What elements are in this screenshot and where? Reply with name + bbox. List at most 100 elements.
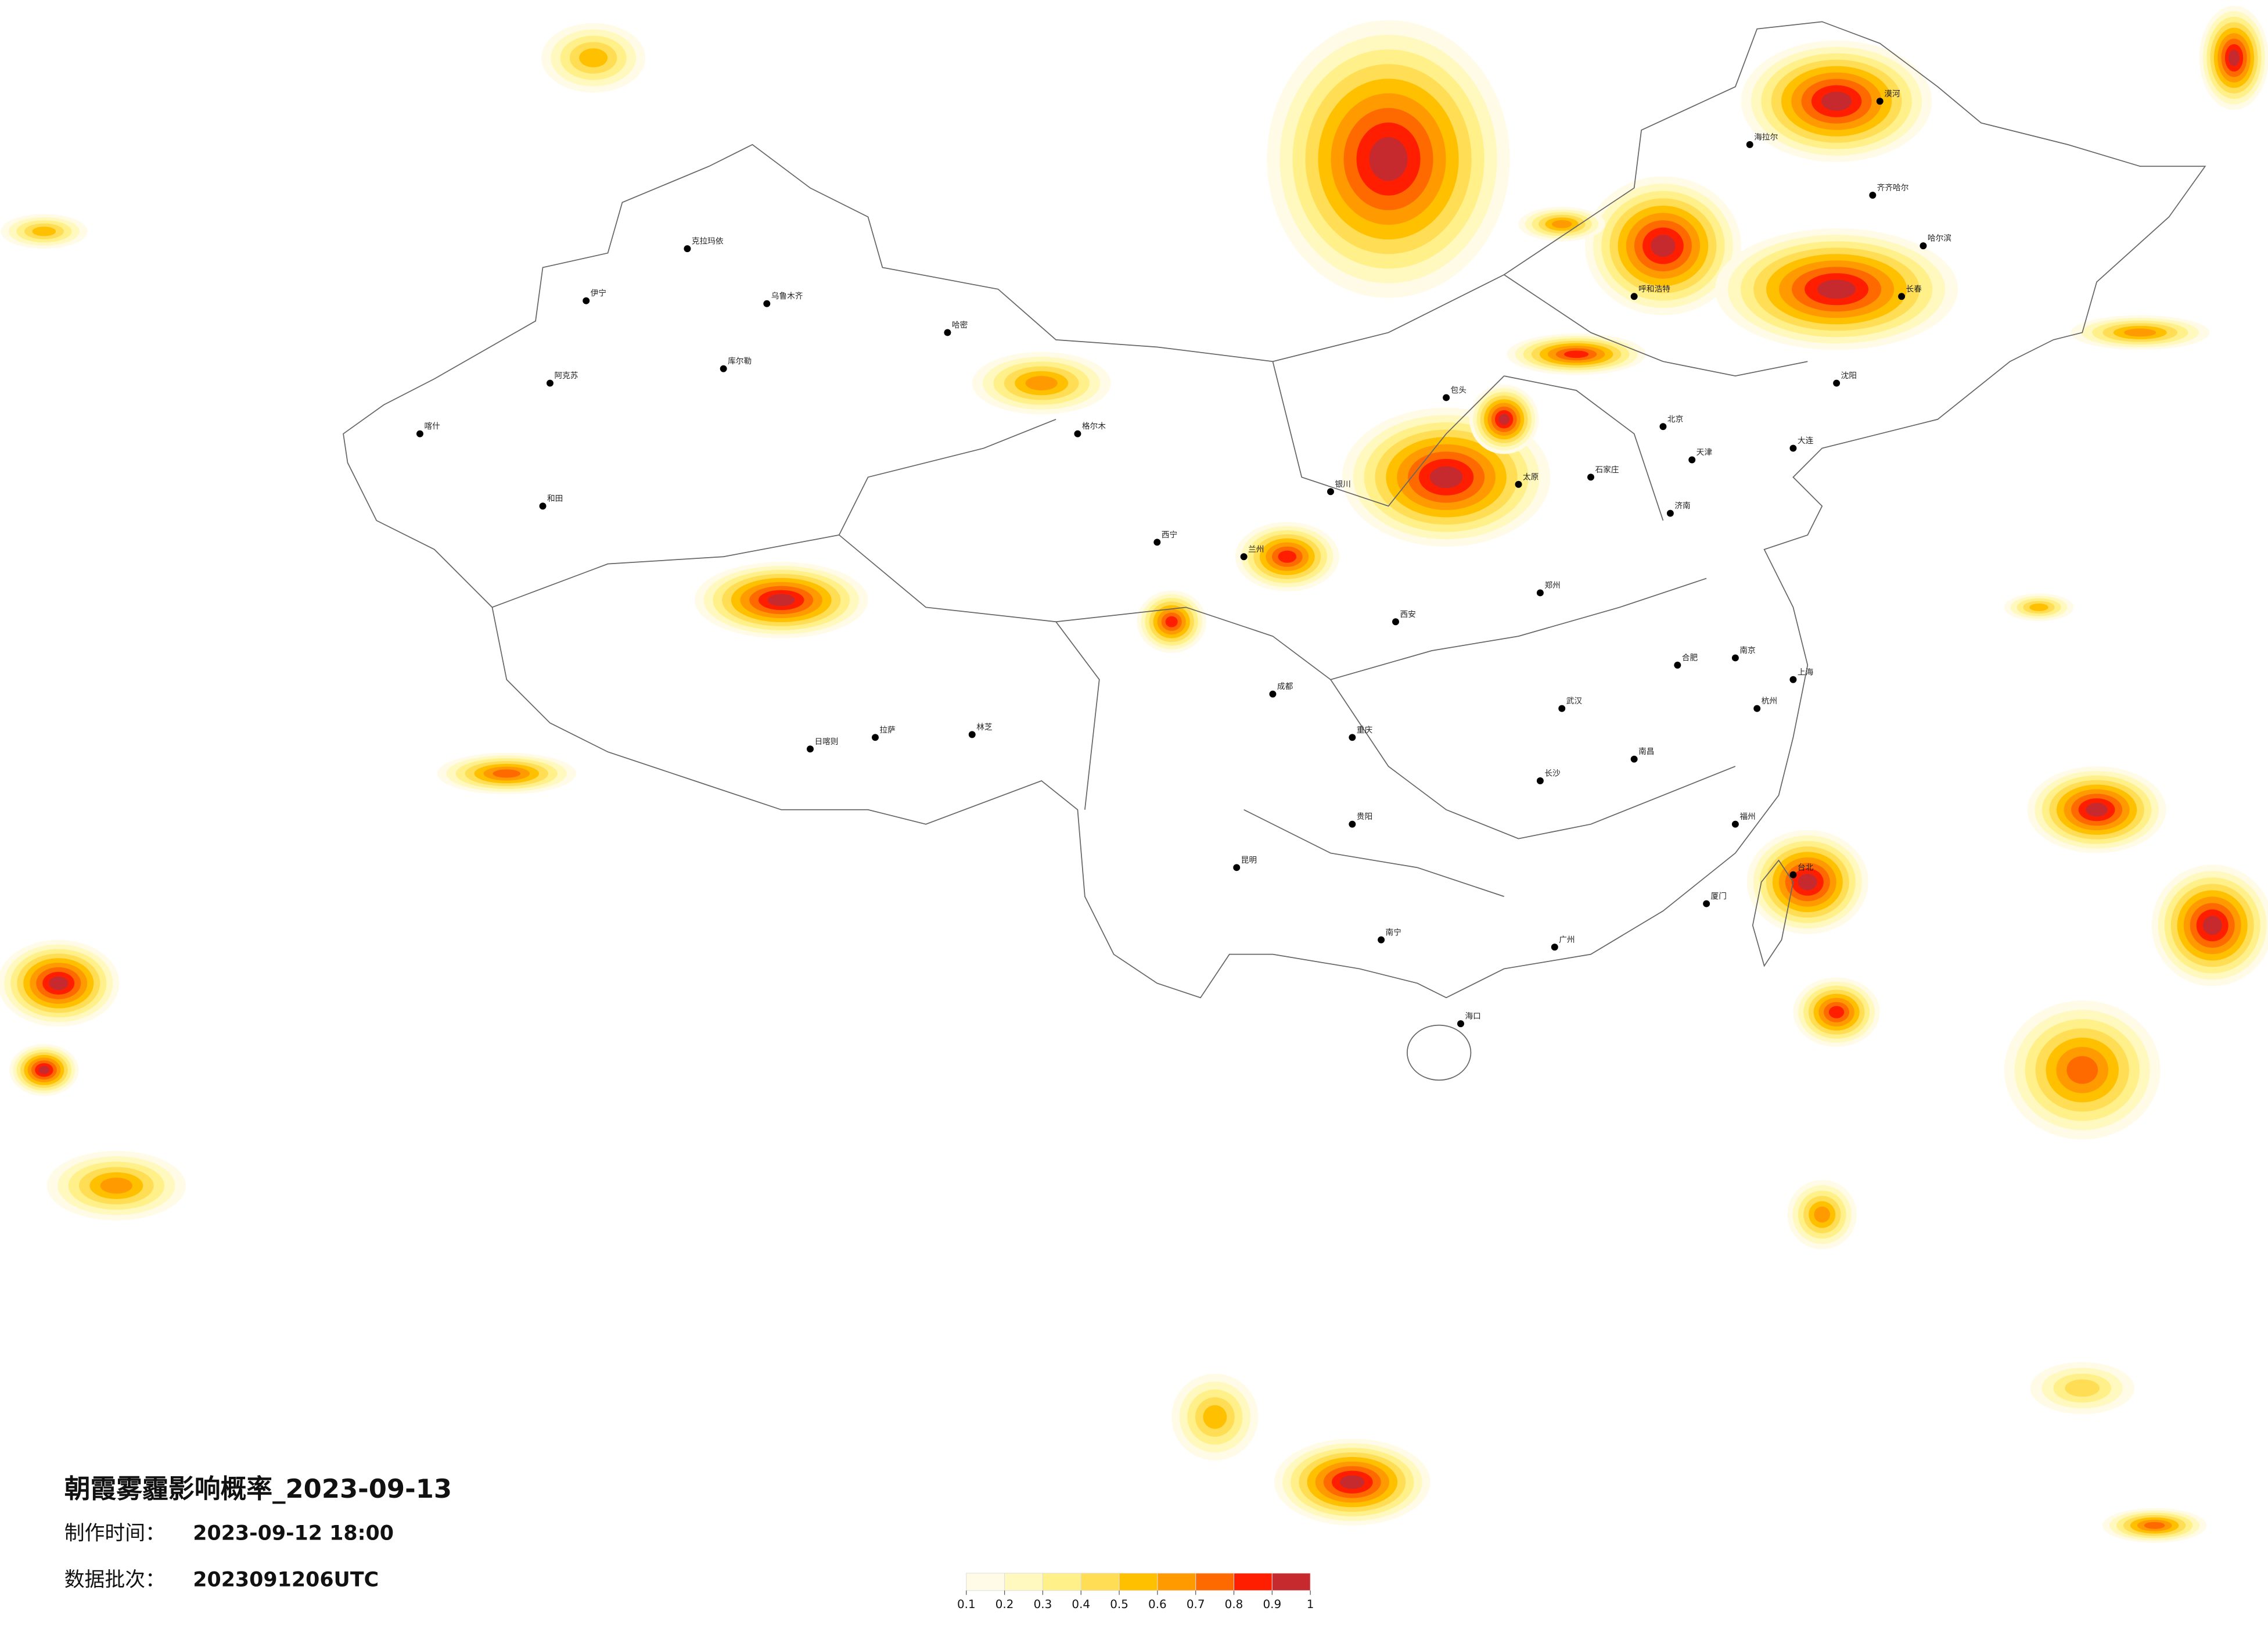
haze-patch — [1369, 137, 1408, 181]
city-dot — [1153, 539, 1161, 546]
haze-patch — [1429, 466, 1463, 489]
city-dot — [1240, 553, 1248, 561]
city-label: 拉萨 — [879, 726, 895, 735]
legend-tick-label: 0.5 — [1110, 1598, 1128, 1611]
haze-patch — [1798, 874, 1817, 891]
city-dot — [1731, 820, 1739, 828]
city-dot — [684, 245, 691, 253]
city-label: 海拉尔 — [1754, 132, 1778, 142]
city-dot — [763, 300, 771, 307]
city-label: 林芝 — [976, 723, 993, 732]
city-dot — [539, 503, 547, 510]
city-label: 日喀则 — [814, 737, 838, 747]
city-label: 呼和浩特 — [1638, 285, 1670, 294]
haze-patch — [1340, 1475, 1365, 1489]
city-dot — [807, 745, 814, 753]
haze-layer — [0, 5, 2268, 1543]
city-label: 包头 — [1451, 386, 1467, 395]
city-label: 广州 — [1559, 935, 1575, 945]
city-dot — [1269, 690, 1277, 698]
city-label: 成都 — [1277, 682, 1293, 691]
city-label: 贵阳 — [1357, 812, 1372, 821]
legend-swatch — [1042, 1573, 1081, 1591]
haze-patch — [100, 1178, 132, 1194]
batch-label: 数据批次： — [64, 1568, 166, 1591]
province-line — [492, 274, 1808, 897]
city-dot — [1688, 456, 1696, 464]
city-dot — [1074, 430, 1081, 437]
city-dot — [944, 329, 951, 336]
city-dot — [1674, 661, 1681, 669]
city-dot — [1536, 589, 1544, 597]
city-label: 沈阳 — [1841, 371, 1857, 381]
haze-patch — [32, 227, 56, 236]
city-label: 郑州 — [1544, 581, 1560, 590]
city-label: 齐齐哈尔 — [1877, 184, 1909, 193]
city-label: 天津 — [1696, 448, 1713, 457]
made-time: 2023-09-12 18:00 — [193, 1522, 394, 1545]
haze-patch — [49, 976, 69, 991]
city-dot — [1659, 423, 1667, 430]
city-dot — [416, 430, 423, 437]
city-dot — [1392, 618, 1399, 626]
city-dot — [1349, 820, 1356, 828]
haze-patch — [2066, 1056, 2098, 1084]
haze-patch — [1498, 414, 1510, 425]
haze-patch — [767, 594, 795, 607]
city-label: 阿克苏 — [554, 371, 578, 381]
haze-patch — [1165, 616, 1178, 627]
haze-patch — [2202, 916, 2222, 935]
city-label: 哈密 — [952, 320, 968, 330]
city-label: 济南 — [1674, 501, 1690, 511]
haze-patch — [1564, 350, 1589, 358]
city-dot — [1703, 900, 1710, 907]
city-label: 长春 — [1906, 285, 1922, 294]
city-dot — [1443, 394, 1450, 401]
city-dot — [1789, 444, 1797, 452]
legend-swatch — [1119, 1573, 1158, 1591]
hainan — [1407, 1024, 1472, 1081]
legend-tick-label: 0.7 — [1187, 1598, 1205, 1611]
city-label: 石家庄 — [1595, 465, 1619, 475]
city-dot — [1378, 936, 1385, 943]
city-dot — [583, 297, 590, 304]
legend-swatch — [1004, 1573, 1043, 1591]
haze-patch — [579, 48, 608, 67]
city-label: 兰州 — [1248, 545, 1264, 554]
haze-patch — [1551, 220, 1572, 228]
haze-patch — [1817, 279, 1856, 299]
city-label: 南京 — [1739, 646, 1755, 655]
china-outline — [343, 21, 2206, 999]
legend-tick-label: 0.8 — [1225, 1598, 1243, 1611]
haze-patch — [1278, 550, 1297, 563]
legend-tick-label: 0.6 — [1148, 1598, 1167, 1611]
city-dot — [1536, 777, 1544, 784]
city-dot — [968, 731, 976, 738]
legend-tick-label: 0.4 — [1072, 1598, 1090, 1611]
city-dot — [1746, 141, 1753, 148]
city-dot — [1833, 379, 1841, 387]
haze-patch — [1814, 1206, 1830, 1223]
haze-patch — [38, 1065, 50, 1074]
haze-patch — [2229, 49, 2240, 66]
city-dot — [1233, 864, 1241, 871]
city-dot — [720, 365, 727, 372]
haze-patch — [1821, 91, 1852, 111]
legend: 0.1 0.2 0.3 0.4 0.5 0.6 0.7 0.8 0.9 1 — [957, 1573, 1314, 1611]
city-label: 台北 — [1798, 863, 1814, 872]
city-label: 乌鲁木齐 — [771, 292, 803, 301]
city-label: 库尔勒 — [728, 357, 752, 366]
city-dot — [1630, 755, 1638, 763]
city-dot — [1753, 705, 1761, 712]
taiwan — [1752, 859, 1794, 967]
city-label: 福州 — [1739, 812, 1755, 821]
city-label: 武汉 — [1566, 697, 1583, 706]
city-label: 太原 — [1523, 472, 1539, 482]
city-label: 昆明 — [1241, 856, 1257, 865]
city-label: 北京 — [1667, 415, 1683, 424]
city-dot — [547, 379, 553, 387]
city-label: 杭州 — [1762, 697, 1777, 706]
city-dot — [872, 734, 879, 741]
